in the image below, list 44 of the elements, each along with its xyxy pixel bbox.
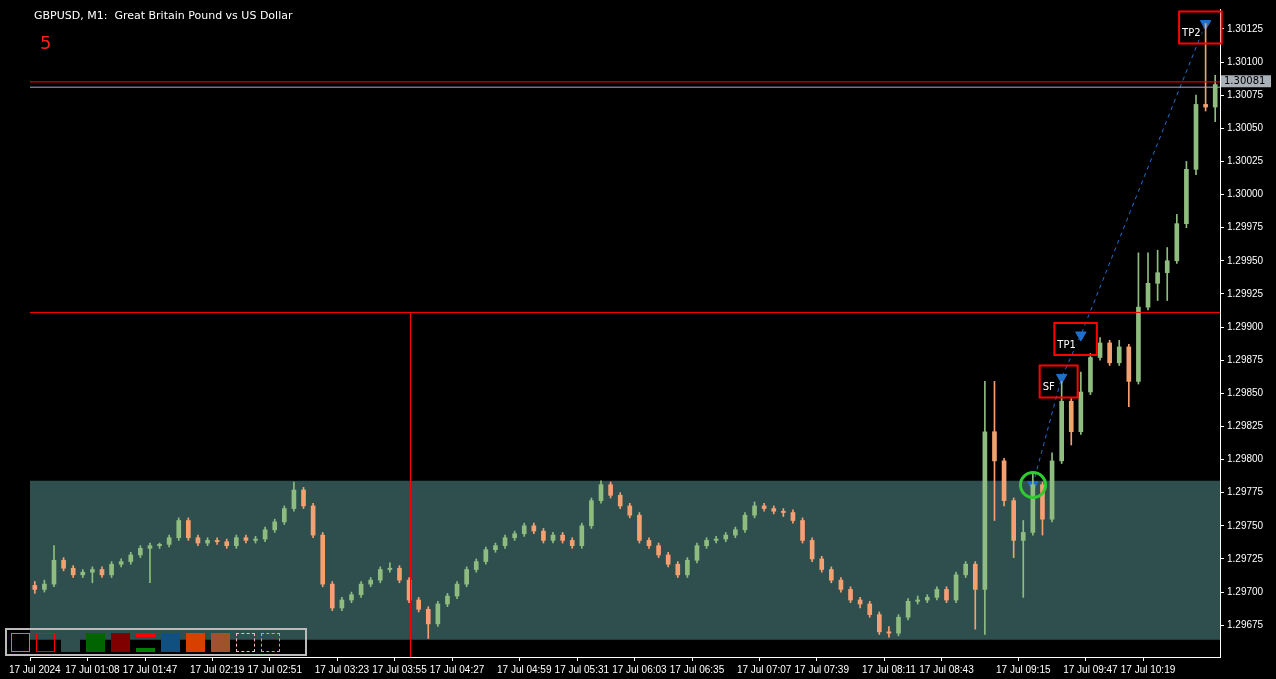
annotation: SF <box>1042 380 1055 392</box>
y-tick-label: 1.29750 <box>1227 519 1264 531</box>
x-tick-label: 17 Jul 02:51 <box>247 663 303 675</box>
y-tick-label: 1.30050 <box>1227 122 1264 134</box>
y-tick-label: 1.30100 <box>1227 55 1264 67</box>
y-tick-label: 1.30025 <box>1227 155 1264 167</box>
y-tick-label: 1.29975 <box>1227 221 1264 233</box>
x-tick-label: 17 Jul 07:39 <box>794 663 850 675</box>
x-tick-label: 17 Jul 04:27 <box>429 663 485 675</box>
y-tick-label: 1.29725 <box>1227 552 1264 564</box>
y-tick-label: 1.30000 <box>1227 188 1264 200</box>
y-tick-label: 1.29825 <box>1227 420 1264 432</box>
y-tick-label: 1.29900 <box>1227 320 1264 332</box>
x-tick-label: 17 Jul 08:43 <box>919 663 975 675</box>
y-tick-label: 1.30125 <box>1227 22 1264 34</box>
x-tick-label: 17 Jul 06:35 <box>669 663 725 675</box>
y-tick-label: 1.29950 <box>1227 254 1264 266</box>
x-tick-label: 17 Jul 03:23 <box>314 663 370 675</box>
x-tick-label: 17 Jul 08:11 <box>862 663 917 675</box>
x-tick-label: 17 Jul 10:19 <box>1120 663 1176 675</box>
y-tick-label: 1.29775 <box>1227 486 1264 498</box>
x-tick-label: 17 Jul 01:08 <box>65 663 121 675</box>
y-tick-label: 1.30075 <box>1227 88 1264 100</box>
y-tick-label: 1.29675 <box>1227 618 1264 630</box>
y-tick-label: 1.29875 <box>1227 353 1264 365</box>
x-tick-label: 17 Jul 2024 <box>8 663 62 675</box>
y-tick-label: 1.29925 <box>1227 287 1264 299</box>
x-tick-label: 17 Jul 03:55 <box>372 663 428 675</box>
x-tick-label: 17 Jul 02:19 <box>189 663 245 675</box>
y-tick-label: 1.29800 <box>1227 453 1264 465</box>
x-tick-label: 17 Jul 07:07 <box>736 663 792 675</box>
y-tick-label: 1.29700 <box>1227 585 1264 597</box>
annotation: TP2 <box>1181 27 1201 39</box>
chart-title: GBPUSD, M1: Great Britain Pound vs US Dollar <box>34 9 293 23</box>
x-tick-label: 17 Jul 04:59 <box>496 663 552 675</box>
x-tick-label: 17 Jul 09:47 <box>1063 663 1119 675</box>
annotation: 5 <box>40 31 52 53</box>
x-tick-label: 17 Jul 05:31 <box>554 663 610 675</box>
ref-line-label: 1.30081 <box>1224 74 1266 86</box>
x-tick-label: 17 Jul 01:47 <box>122 663 178 675</box>
x-tick-label: 17 Jul 06:03 <box>612 663 668 675</box>
y-tick-label: 1.29850 <box>1227 387 1264 399</box>
x-tick-label: 17 Jul 09:15 <box>996 663 1051 675</box>
annotation: TP1 <box>1056 338 1076 350</box>
